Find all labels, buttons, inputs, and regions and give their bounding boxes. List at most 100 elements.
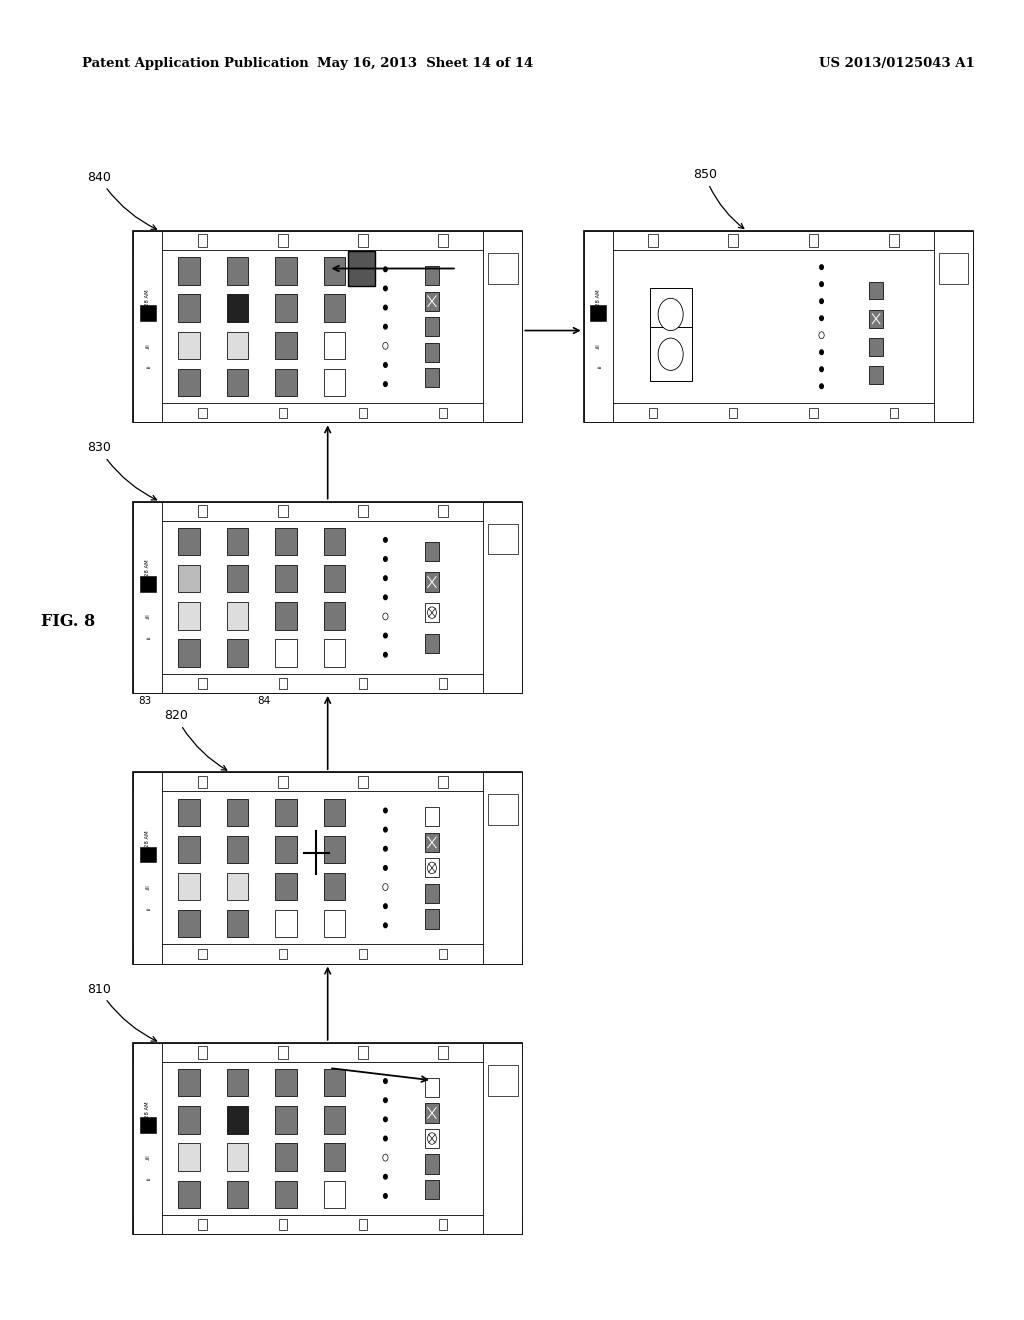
Bar <box>324 1180 345 1208</box>
Bar <box>358 408 367 418</box>
Bar <box>133 231 522 422</box>
Bar <box>227 909 248 937</box>
Bar <box>275 639 297 667</box>
Bar <box>425 1078 439 1097</box>
Bar <box>178 799 200 826</box>
Bar <box>438 1047 449 1059</box>
Circle shape <box>384 634 387 638</box>
Circle shape <box>384 576 387 581</box>
Bar <box>324 1069 345 1097</box>
Bar <box>584 231 612 422</box>
Bar <box>133 404 522 422</box>
Bar <box>425 368 439 387</box>
Bar <box>199 678 207 689</box>
Bar <box>650 327 691 381</box>
Circle shape <box>384 846 387 851</box>
Circle shape <box>820 265 823 269</box>
Bar <box>178 1143 200 1171</box>
Circle shape <box>820 282 823 286</box>
Bar <box>324 1143 345 1171</box>
Bar <box>178 257 200 285</box>
Bar <box>133 1043 162 1234</box>
Bar <box>425 1129 439 1148</box>
Bar <box>227 294 248 322</box>
Bar <box>348 251 375 286</box>
Circle shape <box>384 1193 387 1199</box>
Bar <box>133 1214 522 1234</box>
Bar <box>358 506 368 517</box>
Text: 820: 820 <box>164 709 226 770</box>
Text: .ill: .ill <box>596 343 601 348</box>
Text: ≈: ≈ <box>145 908 151 912</box>
Bar <box>198 776 207 788</box>
Text: 1:28 AM: 1:28 AM <box>145 560 151 581</box>
Bar <box>275 799 297 826</box>
Circle shape <box>427 607 436 618</box>
Bar <box>178 1069 200 1097</box>
Bar <box>227 1143 248 1171</box>
Circle shape <box>384 808 387 813</box>
Bar <box>199 949 207 960</box>
Circle shape <box>427 1133 436 1144</box>
Text: 840: 840 <box>87 170 157 230</box>
Bar <box>324 294 345 322</box>
Bar <box>178 294 200 322</box>
Bar <box>227 331 248 359</box>
Bar <box>227 1106 248 1134</box>
Bar <box>133 502 522 693</box>
Text: .ill: .ill <box>145 1155 151 1160</box>
Bar <box>178 873 200 900</box>
Text: May 16, 2013  Sheet 14 of 14: May 16, 2013 Sheet 14 of 14 <box>316 57 534 70</box>
Bar <box>425 858 439 878</box>
Circle shape <box>820 384 823 388</box>
Bar <box>728 235 738 247</box>
Bar <box>439 1220 447 1230</box>
Bar <box>324 909 345 937</box>
Bar <box>425 573 439 591</box>
Bar <box>425 541 439 561</box>
Text: FIG. 8: FIG. 8 <box>41 612 95 630</box>
Bar <box>275 602 297 630</box>
Bar <box>275 1180 297 1208</box>
Bar <box>425 267 439 285</box>
Text: 850: 850 <box>692 168 743 228</box>
Bar <box>425 909 439 928</box>
Bar <box>279 1220 287 1230</box>
Bar <box>139 305 156 321</box>
Bar <box>199 1220 207 1230</box>
Text: 1:28 AM: 1:28 AM <box>145 1101 151 1122</box>
Bar <box>278 506 288 517</box>
Bar <box>275 294 297 322</box>
Circle shape <box>819 331 824 339</box>
Circle shape <box>384 381 387 387</box>
Bar <box>178 1106 200 1134</box>
Bar <box>483 772 522 964</box>
Bar <box>227 257 248 285</box>
Bar <box>178 331 200 359</box>
Bar <box>425 1180 439 1199</box>
Circle shape <box>384 1117 387 1122</box>
Bar <box>438 776 449 788</box>
Text: ≈: ≈ <box>145 1179 151 1183</box>
Bar <box>133 772 162 964</box>
Bar <box>425 884 439 903</box>
Bar <box>650 288 691 342</box>
Circle shape <box>658 298 683 330</box>
Bar <box>324 836 345 863</box>
Circle shape <box>384 904 387 908</box>
Bar <box>227 799 248 826</box>
Bar <box>133 231 162 422</box>
Bar <box>483 1043 522 1234</box>
Bar <box>275 331 297 359</box>
Bar <box>227 836 248 863</box>
Bar <box>133 502 522 520</box>
Bar <box>584 231 973 249</box>
Text: 84: 84 <box>258 696 271 706</box>
Bar <box>324 528 345 556</box>
Bar <box>198 1047 207 1059</box>
Circle shape <box>427 862 436 874</box>
Text: .ill: .ill <box>145 614 151 619</box>
Text: 83: 83 <box>138 696 152 706</box>
Bar <box>227 1069 248 1097</box>
Bar <box>275 836 297 863</box>
